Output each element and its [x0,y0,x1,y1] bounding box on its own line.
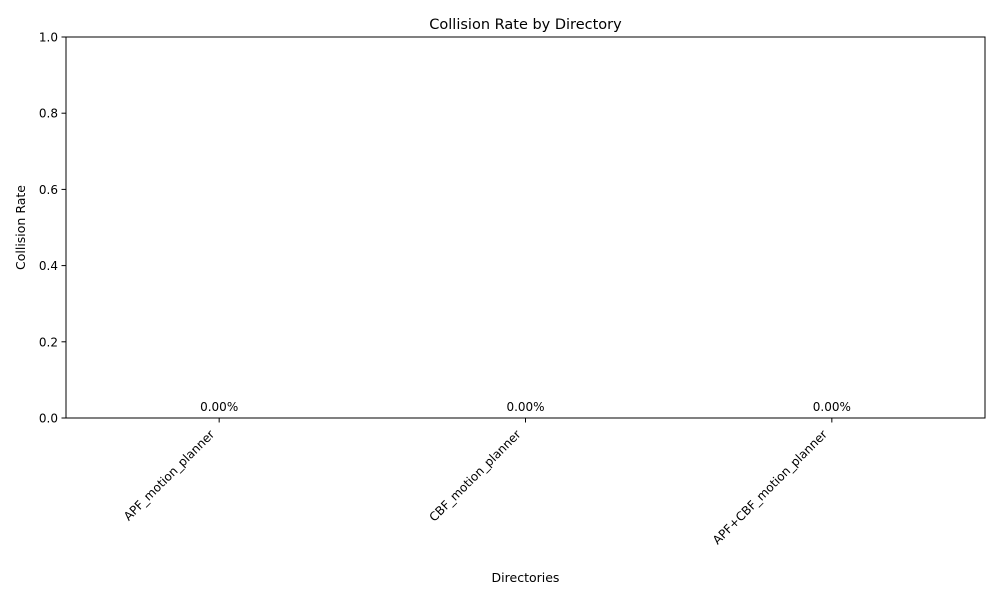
chart-title: Collision Rate by Directory [429,17,622,33]
y-tick-label-2: 0.4 [39,259,58,273]
y-tick-label-4: 0.8 [39,107,58,121]
y-axis: 0.0 0.2 0.4 0.6 0.8 1.0 [39,31,66,426]
x-axis-label: Directories [492,570,560,585]
y-tick-label-5: 1.0 [39,31,58,45]
y-tick-label-3: 0.6 [39,183,58,197]
plot-area-frame [65,36,986,419]
data-label-2: 0.00% [813,400,851,414]
data-label-1: 0.00% [506,400,544,414]
data-label-0: 0.00% [200,400,238,414]
y-tick-label-1: 0.2 [39,335,58,349]
y-tick-label-0: 0.0 [39,412,58,426]
data-labels: 0.00% 0.00% 0.00% [200,400,851,414]
y-axis-label: Collision Rate [13,185,28,270]
